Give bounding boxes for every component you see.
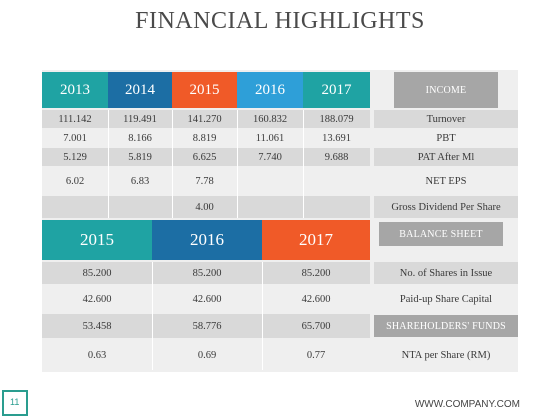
page-number-badge: 11 xyxy=(2,390,28,416)
income-year-header-2013: 2013 xyxy=(42,72,108,108)
row-label-shares-in-issue: No. of Shares in Issue xyxy=(399,267,493,279)
balance-year-header-2016: 2016 xyxy=(152,220,262,260)
column-divider xyxy=(152,262,153,370)
table-cell: 7.78 xyxy=(195,175,214,187)
income-row-band xyxy=(42,148,370,166)
column-divider xyxy=(262,262,263,370)
table-cell: 0.63 xyxy=(87,349,107,361)
table-cell: 42.600 xyxy=(192,293,222,305)
table-cell: 85.200 xyxy=(192,267,222,279)
table-cell: 85.200 xyxy=(82,267,112,279)
row-label-turnover: Turnover xyxy=(426,113,466,125)
row-label-gross-dividend: Gross Dividend Per Share xyxy=(391,201,501,213)
row-label-net-eps: NET EPS xyxy=(425,175,467,187)
row-label-pat-after-mi: PAT After Ml xyxy=(417,151,475,163)
table-cell: 85.200 xyxy=(301,267,331,279)
table-cell: 7.001 xyxy=(63,132,87,144)
row-label-shareholders-funds: SHAREHOLDERS' FUNDS xyxy=(374,315,518,337)
income-year-header-2015: 2015 xyxy=(172,72,237,108)
row-label-paid-up-capital: Paid-up Share Capital xyxy=(399,293,493,305)
table-cell xyxy=(303,196,370,218)
income-row-band xyxy=(374,196,518,218)
table-cell: 65.700 xyxy=(301,320,331,332)
column-divider xyxy=(108,110,109,218)
table-cell xyxy=(303,167,370,195)
table-cell xyxy=(237,167,303,195)
balance-row-band xyxy=(42,262,370,284)
column-divider xyxy=(237,110,238,218)
table-cell: 53.458 xyxy=(82,320,112,332)
table-cell: 7.740 xyxy=(258,151,282,163)
table-cell: 111.142 xyxy=(58,113,92,125)
table-cell: 13.691 xyxy=(322,132,351,144)
page-number: 11 xyxy=(10,397,20,407)
table-cell: 6.83 xyxy=(130,175,150,187)
column-divider xyxy=(172,110,173,218)
table-cell: 11.061 xyxy=(255,132,285,144)
income-row-band xyxy=(42,110,370,128)
income-year-header-2016: 2016 xyxy=(237,72,303,108)
footer-website: WWW.COMPANY.COM xyxy=(414,399,520,410)
table-cell: 188.079 xyxy=(319,113,354,125)
income-row-band xyxy=(374,148,518,166)
balance-row-band xyxy=(42,314,370,338)
income-section-label: INCOME xyxy=(394,72,498,108)
table-cell: 5.819 xyxy=(128,151,152,163)
table-cell: 6.625 xyxy=(192,151,217,163)
table-cell: 160.832 xyxy=(252,113,288,125)
page-title: FINANCIAL HIGHLIGHTS xyxy=(135,8,425,34)
income-year-header-2014: 2014 xyxy=(108,72,172,108)
table-cell: 0.77 xyxy=(306,349,326,361)
column-divider xyxy=(303,110,304,218)
table-cell: 0.69 xyxy=(197,349,217,361)
table-cell: 6.02 xyxy=(65,175,85,187)
table-cell: 8.166 xyxy=(128,132,152,144)
income-row-band xyxy=(42,196,370,218)
balance-year-header-2017: 2017 xyxy=(262,220,370,260)
table-cell xyxy=(42,196,108,218)
balance-section-label: BALANCE SHEET xyxy=(379,222,503,246)
table-cell: 5.129 xyxy=(63,151,87,163)
income-year-header-2017: 2017 xyxy=(303,72,370,108)
table-cell xyxy=(237,196,303,218)
table-cell: 141.270 xyxy=(187,113,222,125)
row-label-nta-per-share: NTA per Share (RM) xyxy=(401,349,491,361)
table-cell: 4.00 xyxy=(195,201,214,213)
table-cell xyxy=(108,196,172,218)
income-row-band xyxy=(374,110,518,128)
row-label-pbt: PBT xyxy=(436,132,456,144)
balance-year-header-2015: 2015 xyxy=(42,220,152,260)
table-cell: 42.600 xyxy=(301,293,331,305)
table-cell: 119.491 xyxy=(123,113,157,125)
table-cell: 9.688 xyxy=(324,151,349,163)
table-cell: 42.600 xyxy=(82,293,112,305)
table-cell: 8.819 xyxy=(192,132,217,144)
table-cell: 58.776 xyxy=(192,320,222,332)
balance-row-band xyxy=(374,262,518,284)
